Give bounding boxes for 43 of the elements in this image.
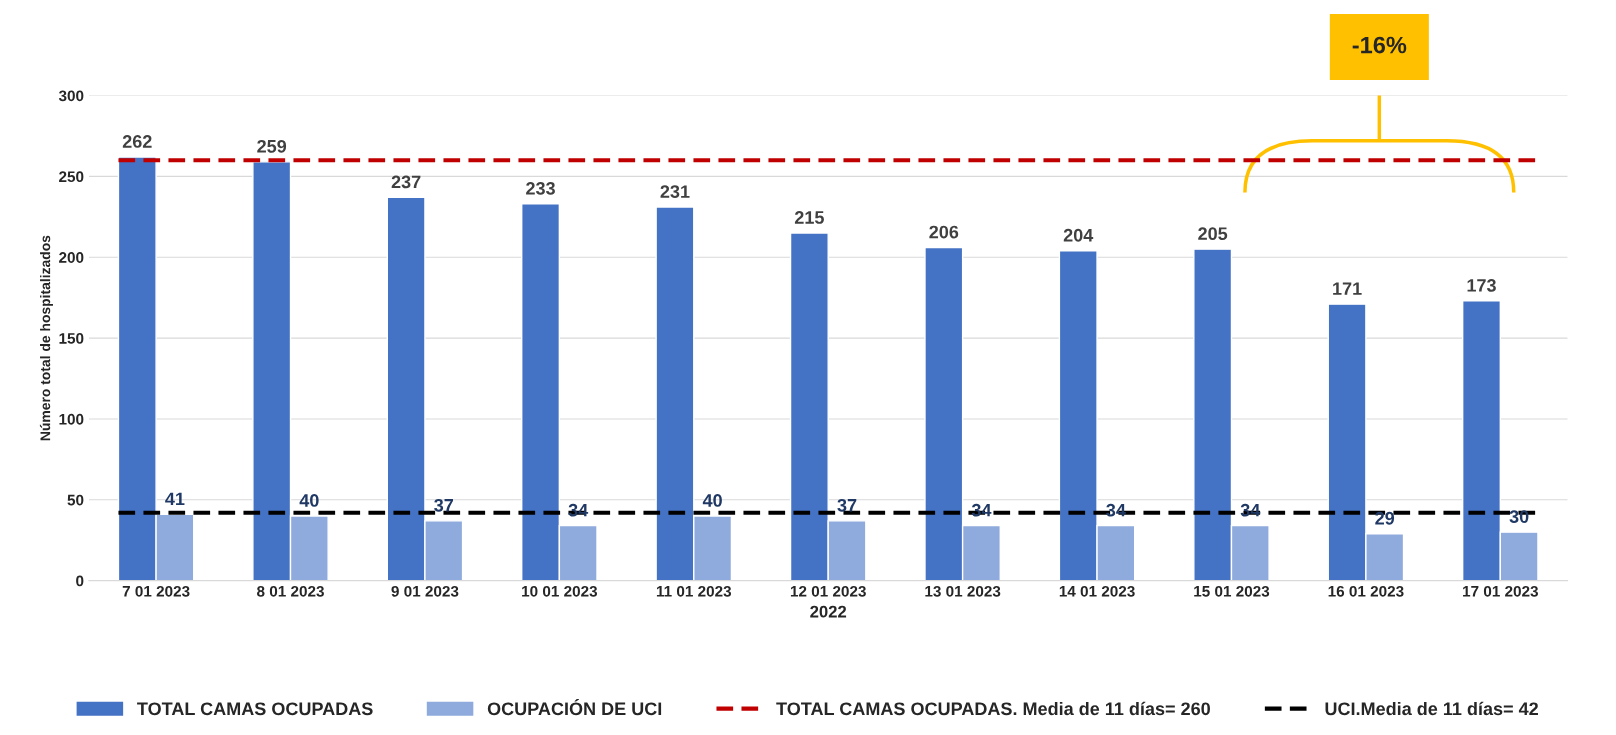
x-tick-label: 10 01 2023 [522, 585, 598, 597]
data-label: 41 [165, 492, 185, 506]
y-tick-label: 200 [59, 252, 84, 263]
x-tick-label: 11 01 2023 [656, 585, 732, 597]
legend-label: TOTAL CAMAS OCUPADAS [137, 702, 373, 716]
text: -16% [1352, 36, 1407, 54]
data-label: 233 [526, 181, 555, 195]
data-label: 205 [1198, 227, 1228, 241]
data-label: 231 [660, 185, 690, 199]
x-tick-label: 9 01 2023 [391, 585, 459, 597]
data-label: 259 [257, 139, 287, 153]
data-label: 30 [1509, 510, 1529, 524]
y-tick-label: 300 [58, 90, 84, 102]
y-tick-label: 0 [76, 575, 84, 587]
x-axis-title: 2022 [810, 605, 847, 618]
legend-label: UCI.Media de 11 días= 42 [1325, 701, 1538, 716]
data-label: 204 [1063, 228, 1094, 242]
x-tick-label: 7 01 2023 [122, 585, 190, 597]
x-tick-label: 15 01 2023 [1194, 585, 1270, 597]
x-tick-label: 16 01 2023 [1328, 585, 1404, 597]
x-tick-label: 8 01 2023 [257, 585, 324, 597]
data-label: 206 [929, 225, 959, 239]
y-tick-label: 50 [67, 494, 84, 506]
data-label: 237 [391, 175, 421, 189]
data-label: 40 [299, 494, 319, 507]
y-tick-label: 150 [59, 332, 84, 344]
x-tick-label: 12 01 2023 [790, 585, 866, 597]
data-label: 171 [1333, 282, 1362, 295]
data-label: 173 [1467, 279, 1496, 292]
legend-label: OCUPACIÓN DE UCI [487, 699, 662, 716]
data-label: 40 [702, 494, 722, 507]
y-tick-label: 100 [59, 413, 84, 425]
data-label: 29 [1375, 511, 1395, 525]
y-tick-label: 250 [59, 171, 84, 183]
data-label: 215 [794, 211, 824, 224]
data-label: 37 [837, 498, 857, 512]
data-label: 37 [434, 498, 453, 512]
x-tick-label: 13 01 2023 [925, 585, 1001, 597]
x-tick-label: 17 01 2023 [1463, 585, 1538, 597]
legend-label: TOTAL CAMAS OCUPADAS. Media de 11 días= 260 [776, 701, 1210, 716]
x-tick-label: 14 01 2023 [1059, 585, 1135, 597]
y-axis-title: Número total de hospitalizados [39, 235, 53, 441]
data-label: 262 [122, 135, 152, 148]
